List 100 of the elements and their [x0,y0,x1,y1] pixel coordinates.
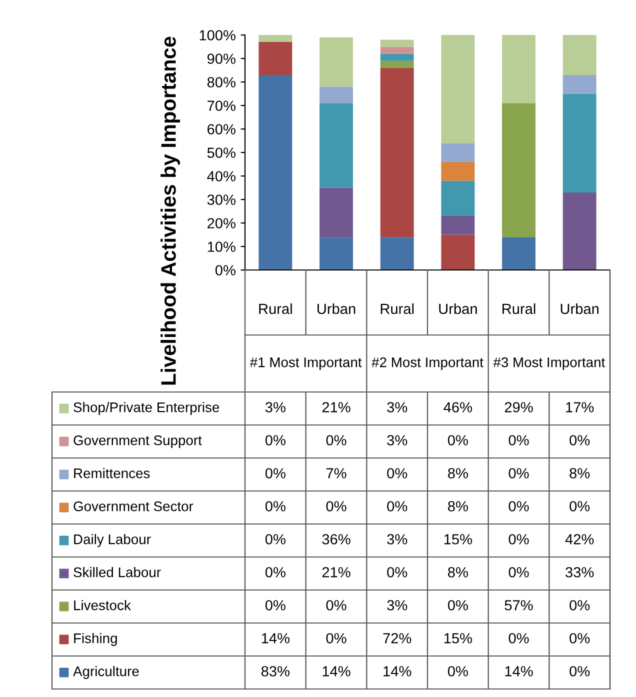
legend-label: Fishing [74,633,117,646]
y-tick-label: 90% [207,54,236,64]
y-tick-label: 10% [208,242,236,252]
legend-label: Shop/Private Enterprise [74,402,220,415]
y-tick-label: 0% [215,265,236,276]
data-label: 0% [265,600,286,610]
legend-label: Government Support [74,435,202,448]
data-label: 0% [265,534,286,544]
bar [562,35,596,75]
bar [562,94,596,192]
data-label: 0% [265,468,286,478]
data-label: 0% [387,567,408,578]
data-label: 0% [448,435,468,446]
legend-label: Livestock [74,600,131,610]
data-label: 57% [504,600,533,610]
data-label: 3% [387,402,408,412]
data-label: 0% [326,435,346,446]
legend-label: Remittences [74,468,150,478]
bar [380,54,414,61]
bar [320,103,353,188]
data-label: 0% [508,501,529,512]
bar [320,188,353,238]
data-label: 0% [508,435,529,446]
legend-label: Skilled Labour [74,567,161,578]
bar [380,237,414,270]
legend-label: Agriculture [73,666,139,679]
bar [441,162,475,181]
data-label: 0% [508,567,529,578]
y-tick-label: 70% [208,100,236,111]
data-label: 0% [326,633,346,644]
data-label: 0% [265,435,286,446]
bar [380,60,414,68]
data-label: 0% [387,501,408,512]
x-tick-label: Rural [380,303,414,314]
data-label: 0% [265,501,286,512]
bar [258,35,292,42]
data-label: 0% [570,435,590,446]
data-label: 8% [448,567,468,578]
data-label: 0% [326,501,346,512]
data-label: 3% [265,402,286,412]
bar [320,86,353,104]
y-tick-label: 100% [200,30,236,40]
y-tick-label: 20% [208,218,236,228]
data-label: 0% [570,501,590,512]
data-label: 0% [265,567,286,578]
text: #3 Most Important [493,357,606,370]
legend-label: Government Sector [74,501,194,512]
x-tick-label: Urban [439,303,477,314]
bar [258,74,292,270]
data-label: 0% [448,600,468,610]
bar [502,103,536,238]
bar [441,216,475,235]
bar [502,35,536,104]
data-label: 21% [322,567,350,578]
bar [562,74,596,94]
text: #2 Most Important [372,357,484,370]
bar [441,234,475,270]
bar [320,37,353,87]
data-label: 0% [508,633,529,644]
bar [320,237,353,270]
data-label: 0% [570,600,590,610]
x-tick-label: Urban [318,303,356,314]
data-label: 14% [262,633,290,644]
legend-label: Daily Labour [74,534,151,547]
bar [380,46,414,54]
y-tick-label: 40% [207,171,236,182]
data-label: 29% [504,402,533,412]
data-label: 17% [566,402,594,412]
x-tick-label: Rural [259,303,292,314]
data-label: 3% [387,435,408,446]
y-tick-label: 50% [207,148,236,158]
data-label: 8% [570,468,590,478]
data-label: 8% [448,501,468,512]
y-tick-label: 30% [207,194,236,205]
y-axis-title: Livelihood Activities by Importance [160,36,180,385]
data-label: 0% [448,666,468,676]
data-label: 0% [508,468,529,478]
x-tick-label: Rural [502,303,536,314]
data-label: 36% [322,534,350,544]
data-label: 7% [326,468,346,478]
text: #1 Most Important [250,358,362,370]
data-label: 3% [387,534,408,544]
x-tick-label: Urban [560,303,598,314]
data-label: 0% [570,633,590,644]
bar [380,68,414,238]
y-tick-label: 60% [208,124,236,134]
y-tick-label: 80% [207,77,236,88]
data-label: 3% [387,600,408,610]
data-label: 15% [444,633,472,644]
data-label: 8% [448,468,468,478]
bar [258,42,292,75]
data-label: 72% [383,633,412,644]
data-label: 0% [570,666,590,676]
data-label: 33% [566,567,594,578]
data-label: 0% [508,534,529,544]
data-label: 83% [261,666,290,676]
data-label: 46% [444,402,472,412]
data-label: 21% [322,402,350,412]
bar [502,237,536,270]
bar [380,40,414,47]
